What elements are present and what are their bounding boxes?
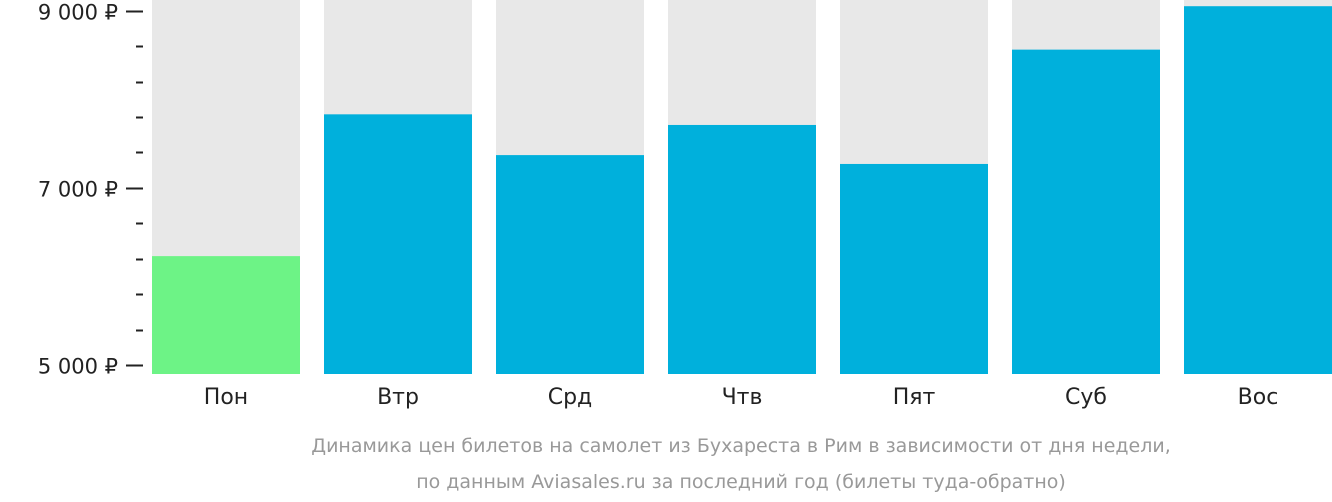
x-tick-label-Пон: Пон [204,385,248,410]
y-axis: 5 000 ₽ 7 000 ₽ 9 000 ₽ [38,1,143,379]
x-axis-labels: Пон Втр Срд Чтв Пят Суб Вос [204,385,1279,410]
x-tick-label-Срд: Срд [548,385,593,410]
chart-caption: Динамика цен билетов на самолет из Бухар… [311,435,1171,493]
bar-Пят[interactable] [840,163,988,374]
y-tick-label: 7 000 ₽ [38,178,118,202]
y-tick-label: 5 000 ₽ [38,355,118,379]
bar-Вос[interactable] [1184,6,1332,374]
caption-line-2: по данным Aviasales.ru за последний год … [416,471,1066,493]
bar-Суб[interactable] [1012,49,1160,374]
caption-line-1: Динамика цен билетов на самолет из Бухар… [311,435,1171,457]
bar-Втр[interactable] [324,114,472,374]
y-tick-label: 9 000 ₽ [38,1,118,25]
x-tick-label-Вос: Вос [1238,385,1279,410]
x-tick-label-Чтв: Чтв [722,385,763,410]
bar-Пон[interactable] [152,256,300,374]
bars [152,0,1332,374]
bar-Срд[interactable] [496,155,644,374]
x-tick-label-Втр: Втр [377,385,419,410]
x-tick-label-Пят: Пят [893,385,936,410]
bar-Чтв[interactable] [668,124,816,374]
x-tick-label-Суб: Суб [1065,385,1107,410]
